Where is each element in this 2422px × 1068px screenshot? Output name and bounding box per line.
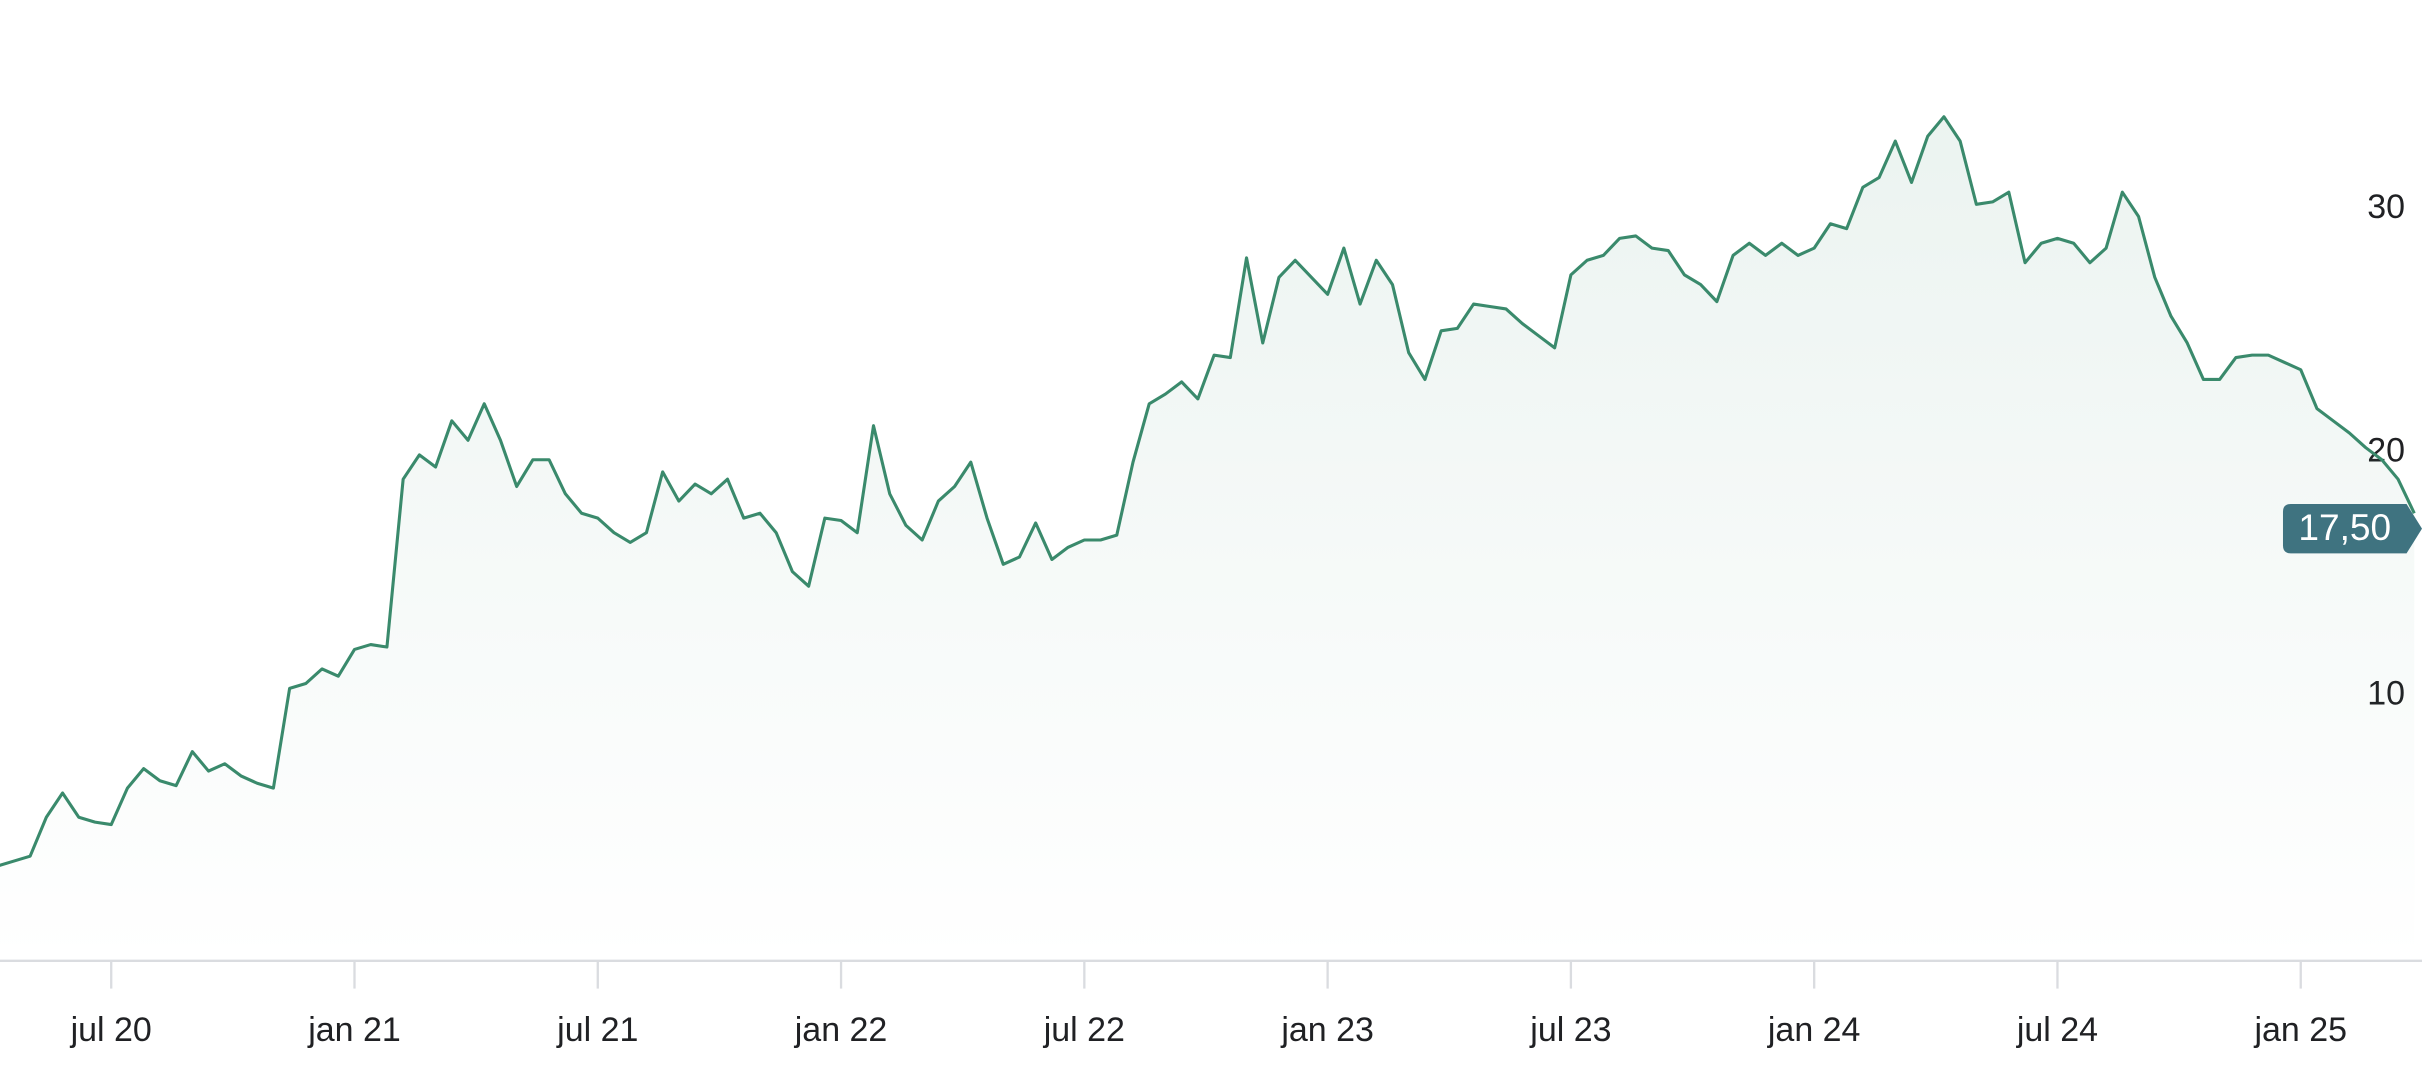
x-tick-label: jan 21 <box>307 1011 401 1049</box>
value-badge <box>2282 503 2422 554</box>
x-tick-label: jul 20 <box>70 1011 152 1049</box>
x-tick-label: jul 24 <box>2016 1011 2098 1049</box>
x-tick-label: jan 22 <box>794 1011 888 1049</box>
price-line <box>0 115 2416 867</box>
area-fill <box>0 116 2415 961</box>
x-tick-label: jan 25 <box>2253 1011 2347 1049</box>
x-tick-label: jul 21 <box>556 1011 638 1049</box>
x-tick-label: jan 23 <box>1280 1011 1374 1049</box>
y-tick-label: 30 <box>2367 188 2405 226</box>
x-tick-label: jul 22 <box>1043 1011 1125 1049</box>
value-badge-label: 17,50 <box>2298 506 2391 548</box>
x-tick-label: jan 24 <box>1767 1011 1861 1049</box>
x-tick-label: jul 23 <box>1529 1011 1611 1049</box>
